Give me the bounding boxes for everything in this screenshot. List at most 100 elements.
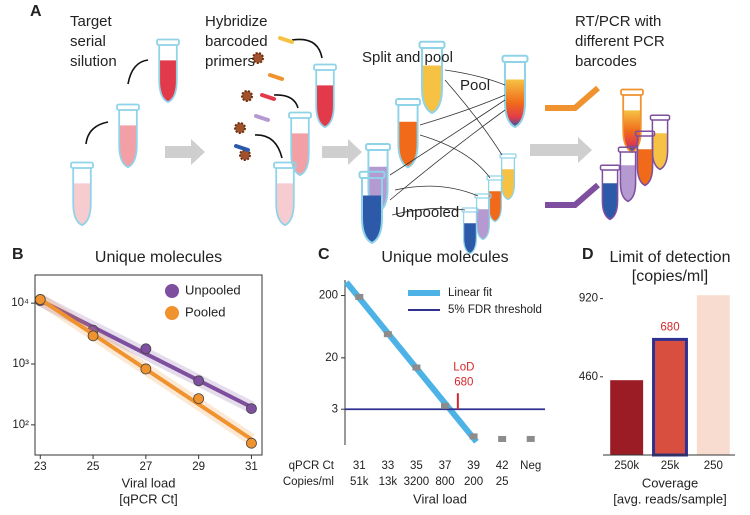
arrow bbox=[254, 134, 283, 159]
bar bbox=[610, 380, 644, 455]
x-tick-label: 200 bbox=[464, 476, 483, 488]
x-tick-label: 35 bbox=[410, 460, 423, 472]
x-tick-label: Neg bbox=[520, 460, 541, 472]
x-tick-label: 42 bbox=[496, 460, 509, 472]
tube-body bbox=[290, 118, 310, 177]
x-tick-label: 39 bbox=[467, 460, 480, 472]
x-tick-label: 25 bbox=[496, 476, 509, 488]
tube-liquid bbox=[362, 195, 382, 243]
point bbox=[469, 433, 478, 440]
tube-cap bbox=[474, 193, 492, 199]
tube bbox=[288, 111, 312, 177]
axis-title: [qPCR Ct] bbox=[119, 491, 178, 506]
tube-cap bbox=[395, 98, 421, 106]
step-text: serial bbox=[70, 33, 106, 50]
value-label: 680 bbox=[660, 321, 679, 333]
point bbox=[87, 330, 99, 342]
arrow bbox=[127, 59, 149, 85]
step-text: RT/PCR with bbox=[575, 13, 661, 30]
tube-body bbox=[118, 110, 138, 169]
primer bbox=[260, 93, 276, 101]
step-arrow bbox=[165, 139, 205, 165]
tube bbox=[418, 40, 446, 115]
x-tick-label: 51k bbox=[350, 476, 369, 488]
barcode-primer bbox=[545, 85, 600, 111]
x-tick-label: 3200 bbox=[404, 476, 430, 488]
tube-cap bbox=[649, 114, 671, 121]
split-line bbox=[444, 69, 506, 86]
point bbox=[193, 393, 205, 405]
bar bbox=[652, 337, 688, 457]
tube-body bbox=[275, 168, 295, 227]
legend-label: Pooled bbox=[185, 304, 225, 319]
tube-body bbox=[72, 168, 92, 227]
step-text: barcoded bbox=[205, 33, 268, 50]
y-tick-label: 10⁴ bbox=[11, 297, 29, 309]
tube-body bbox=[397, 105, 419, 169]
tube-liquid bbox=[422, 65, 442, 113]
x-tick-label: 37 bbox=[439, 460, 452, 472]
virion bbox=[241, 90, 253, 102]
tube-cap bbox=[313, 63, 337, 71]
legend-label: Unpooled bbox=[185, 282, 241, 297]
panel-label: B bbox=[12, 246, 24, 263]
bar bbox=[696, 295, 730, 455]
primer bbox=[278, 36, 294, 44]
tube-body bbox=[315, 70, 335, 129]
tube-body bbox=[601, 170, 619, 221]
legend-marker bbox=[165, 306, 179, 320]
point bbox=[34, 294, 46, 305]
step-arrow bbox=[322, 139, 362, 165]
pool-label: Pool bbox=[460, 77, 490, 94]
barcode-primer bbox=[545, 182, 600, 208]
tube-liquid bbox=[501, 169, 515, 200]
step-arrow bbox=[530, 137, 592, 163]
tube-cap bbox=[365, 143, 391, 151]
chart-title: Unique molecules bbox=[95, 249, 222, 266]
tube-liquid bbox=[620, 165, 636, 202]
tube-cap bbox=[418, 40, 446, 49]
tube-liquid bbox=[476, 209, 490, 240]
point bbox=[140, 363, 152, 375]
point bbox=[140, 343, 152, 355]
tube bbox=[634, 130, 656, 187]
point bbox=[412, 364, 421, 371]
point bbox=[246, 403, 257, 415]
tube-liquid bbox=[159, 60, 177, 103]
step-text: Target bbox=[70, 13, 113, 30]
point bbox=[246, 437, 257, 449]
x-tick-label: 29 bbox=[192, 461, 205, 473]
tube-cap bbox=[288, 111, 312, 119]
split-line bbox=[394, 185, 479, 197]
step-text: barcodes bbox=[575, 53, 637, 70]
tube bbox=[599, 164, 621, 221]
x-tick-label: 800 bbox=[435, 476, 454, 488]
tube bbox=[70, 161, 94, 227]
tube bbox=[156, 38, 180, 104]
tube-liquid bbox=[463, 223, 477, 254]
y-tick-label: 920 bbox=[579, 293, 598, 305]
tube bbox=[620, 88, 644, 154]
x-axis-title: Viral load bbox=[413, 491, 467, 506]
tube-body bbox=[619, 152, 637, 203]
tube bbox=[395, 98, 421, 169]
axis-title: Limit of detection bbox=[610, 249, 731, 266]
split-line bbox=[389, 99, 506, 176]
split-line bbox=[391, 207, 466, 216]
primer bbox=[254, 114, 270, 122]
tube-body bbox=[361, 178, 383, 245]
split-line bbox=[444, 79, 503, 156]
tube-cap bbox=[617, 146, 639, 153]
tube-liquid bbox=[652, 133, 668, 170]
row-label: Copies/ml bbox=[283, 476, 334, 488]
legend-marker bbox=[165, 284, 179, 298]
tube bbox=[617, 146, 639, 203]
tube-cap bbox=[620, 88, 644, 96]
point bbox=[383, 331, 392, 338]
step-text: primers bbox=[205, 53, 255, 70]
lod-value: 680 bbox=[454, 376, 473, 388]
panel-label: C bbox=[318, 246, 330, 263]
point bbox=[441, 402, 449, 409]
point bbox=[526, 435, 535, 442]
tube-cap bbox=[156, 38, 180, 46]
